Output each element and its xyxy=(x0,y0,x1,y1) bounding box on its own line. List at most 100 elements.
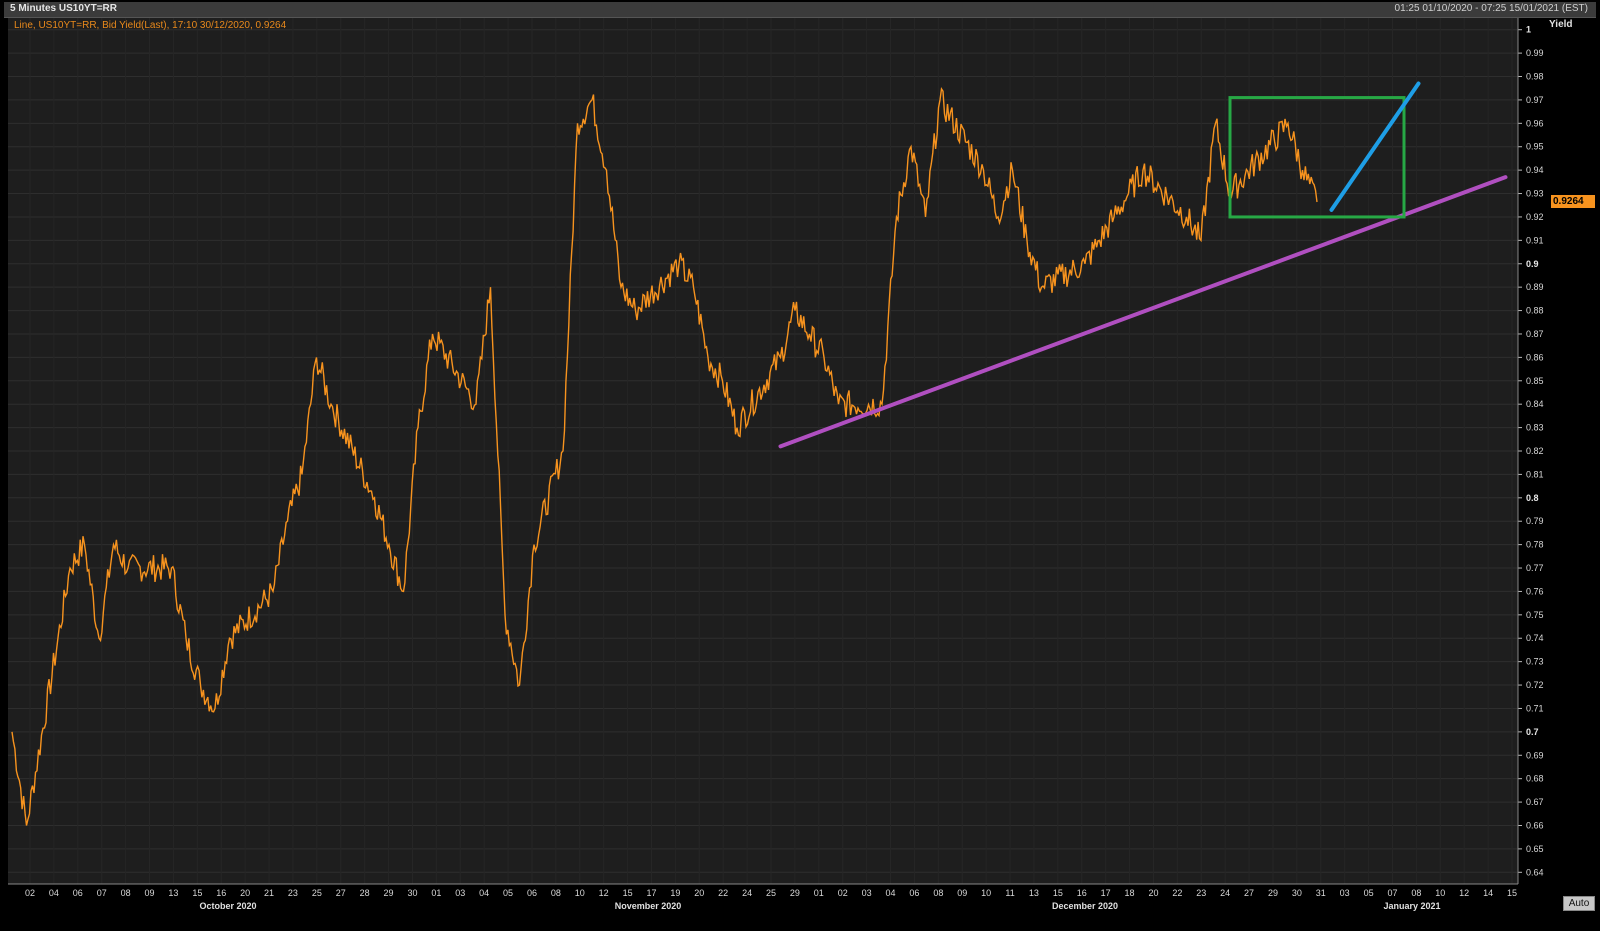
y-tick-label: 0.73 xyxy=(1526,657,1544,667)
y-axis-title: Yield xyxy=(1549,19,1573,30)
blue-projection-line xyxy=(1329,81,1421,212)
purple-trendline xyxy=(778,175,1508,449)
x-tick-label: 24 xyxy=(742,888,752,898)
x-tick-label: 11 xyxy=(1005,888,1014,898)
x-tick-label: 09 xyxy=(145,888,155,898)
x-tick-label: 05 xyxy=(1364,888,1374,898)
y-tick-label: 0.97 xyxy=(1526,95,1544,105)
x-tick-label: 23 xyxy=(288,888,298,898)
x-tick-label: 17 xyxy=(646,888,656,898)
x-tick-label: 24 xyxy=(1220,888,1230,898)
x-tick-label: 02 xyxy=(25,888,35,898)
x-tick-label: 15 xyxy=(623,888,633,898)
x-tick-label: 25 xyxy=(312,888,322,898)
x-tick-label: 27 xyxy=(336,888,346,898)
series-legend: Line, US10YT=RR, Bid Yield(Last), 17:10 … xyxy=(14,20,287,31)
y-tick-label: 0.65 xyxy=(1526,844,1544,854)
x-tick-label: 13 xyxy=(1029,888,1039,898)
x-tick-label: 16 xyxy=(1077,888,1087,898)
x-tick-label: 12 xyxy=(1459,888,1469,898)
x-tick-label: 10 xyxy=(1435,888,1445,898)
y-tick-label: 0.8 xyxy=(1526,493,1539,503)
y-tick-label: 0.82 xyxy=(1526,446,1544,456)
y-axis: 1 0.99 0.98 0.97 0.96 0.95 0.94 0.93 0.92 0.91 0.9… xyxy=(1517,18,1544,884)
x-tick-label: 01 xyxy=(814,888,824,898)
y-tick-label: 0.69 xyxy=(1526,750,1544,760)
x-tick-label: 05 xyxy=(503,888,513,898)
y-tick-label: 0.79 xyxy=(1526,516,1544,526)
x-axis: 02 04 06 07 08 09 13 15 16 20 21 23 25 27 28 29 30 01 03 04… xyxy=(8,883,1518,911)
x-tick-label: 31 xyxy=(1316,888,1326,898)
x-tick-label: 06 xyxy=(73,888,83,898)
chart-title: 5 Minutes US10YT=RR xyxy=(10,3,117,14)
y-tick-label: 0.86 xyxy=(1526,352,1544,362)
x-tick-label: 12 xyxy=(599,888,609,898)
y-tick-label: 0.72 xyxy=(1526,680,1544,690)
y-tick-label: 0.89 xyxy=(1526,282,1544,292)
x-tick-label: 25 xyxy=(766,888,776,898)
y-tick-label: 0.85 xyxy=(1526,376,1544,386)
x-tick-label: 04 xyxy=(886,888,896,898)
x-tick-label: 29 xyxy=(384,888,394,898)
y-tick-label: 0.78 xyxy=(1526,540,1544,550)
y-tick-label: 0.93 xyxy=(1526,189,1544,199)
x-tick-label: 15 xyxy=(1507,888,1517,898)
x-tick-label: 27 xyxy=(1244,888,1254,898)
x-tick-label: 08 xyxy=(933,888,943,898)
x-tick-label: 07 xyxy=(1387,888,1397,898)
x-tick-label: 18 xyxy=(1125,888,1135,898)
y-tick-label: 0.67 xyxy=(1526,797,1544,807)
x-tick-label: 28 xyxy=(360,888,370,898)
x-tick-label: 08 xyxy=(1411,888,1421,898)
x-tick-label: 04 xyxy=(49,888,59,898)
month-label: October 2020 xyxy=(199,901,256,911)
x-tick-label: 29 xyxy=(1268,888,1278,898)
x-tick-label: 13 xyxy=(168,888,178,898)
title-bar: 5 Minutes US10YT=RR 01:25 01/10/2020 - 0… xyxy=(4,2,1596,18)
y-tick-label: 0.98 xyxy=(1526,72,1544,82)
x-tick-label: 22 xyxy=(1172,888,1182,898)
x-tick-label: 03 xyxy=(1340,888,1350,898)
x-tick-label: 14 xyxy=(1483,888,1493,898)
x-tick-label: 20 xyxy=(694,888,704,898)
date-range: 01:25 01/10/2020 - 07:25 15/01/2021 (EST… xyxy=(1394,3,1588,14)
y-tick-label: 0.71 xyxy=(1526,703,1544,713)
y-tick-label: 0.92 xyxy=(1526,212,1544,222)
x-tick-label: 20 xyxy=(240,888,250,898)
x-tick-label: 30 xyxy=(1292,888,1302,898)
x-tick-label: 15 xyxy=(192,888,202,898)
x-tick-label: 22 xyxy=(718,888,728,898)
auto-scale-button[interactable]: Auto xyxy=(1563,896,1595,911)
x-tick-label: 07 xyxy=(97,888,107,898)
x-tick-label: 06 xyxy=(527,888,537,898)
y-tick-label: 0.84 xyxy=(1526,399,1544,409)
y-tick-label: 0.7 xyxy=(1526,727,1539,737)
x-tick-label: 08 xyxy=(551,888,561,898)
x-tick-label: 10 xyxy=(575,888,585,898)
x-tick-label: 20 xyxy=(1148,888,1158,898)
y-tick-label: 0.94 xyxy=(1526,165,1544,175)
y-tick-label: 0.76 xyxy=(1526,586,1544,596)
x-tick-label: 29 xyxy=(790,888,800,898)
x-tick-label: 01 xyxy=(431,888,441,898)
y-tick-label: 0.75 xyxy=(1526,610,1544,620)
x-tick-label: 23 xyxy=(1196,888,1206,898)
y-tick-label: 0.9 xyxy=(1526,259,1539,269)
y-tick-label: 0.74 xyxy=(1526,633,1544,643)
y-tick-label: 0.83 xyxy=(1526,423,1544,433)
x-tick-label: 16 xyxy=(216,888,226,898)
x-tick-label: 08 xyxy=(121,888,131,898)
x-tick-label: 30 xyxy=(407,888,417,898)
y-tick-label: 0.99 xyxy=(1526,48,1544,58)
month-label: November 2020 xyxy=(615,901,682,911)
gridlines xyxy=(8,18,1518,884)
month-label: December 2020 xyxy=(1052,901,1118,911)
y-tick-label: 0.95 xyxy=(1526,142,1544,152)
x-tick-label: 15 xyxy=(1053,888,1063,898)
y-tick-label: 0.87 xyxy=(1526,329,1544,339)
x-tick-label: 06 xyxy=(909,888,919,898)
y-tick-label: 0.64 xyxy=(1526,867,1544,877)
x-tick-label: 04 xyxy=(479,888,489,898)
x-tick-label: 03 xyxy=(455,888,465,898)
